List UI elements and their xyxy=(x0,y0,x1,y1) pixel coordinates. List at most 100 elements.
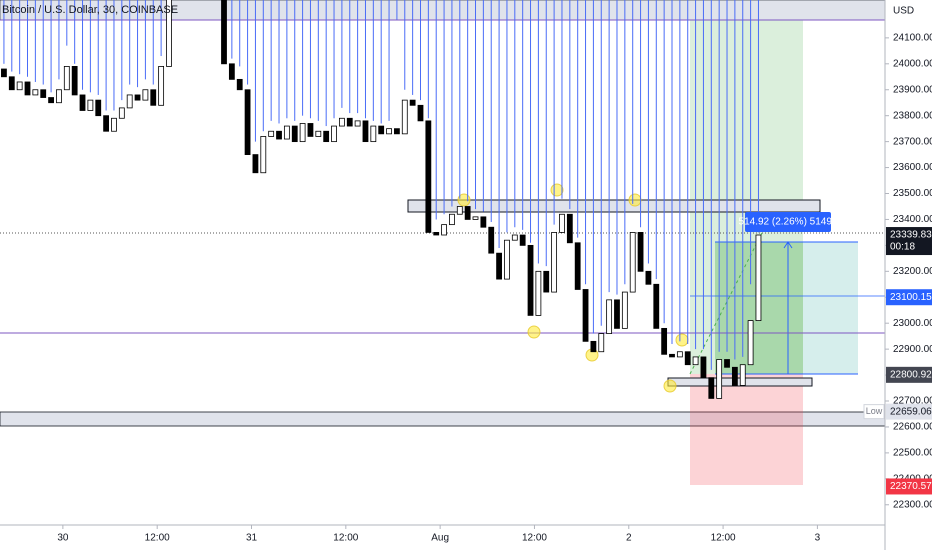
stop-zone xyxy=(690,374,803,485)
candle-body xyxy=(511,234,518,241)
candle-body xyxy=(24,81,31,96)
candle-body xyxy=(724,359,730,368)
candle-body xyxy=(71,66,78,96)
zone-resistance xyxy=(407,199,821,213)
candle-body xyxy=(331,125,337,143)
candle-body xyxy=(441,224,447,236)
candle-body xyxy=(708,377,715,399)
candle-body xyxy=(134,94,141,101)
candle-body xyxy=(645,270,652,285)
candle-body xyxy=(566,213,573,244)
y-tick-label: 22300.00 xyxy=(893,499,932,510)
drawings xyxy=(0,0,886,485)
last-price-marker xyxy=(886,227,932,256)
low-tag xyxy=(863,404,885,420)
candle-body xyxy=(244,89,251,155)
candle-body xyxy=(111,117,117,132)
price-marker xyxy=(886,289,932,306)
candle-body xyxy=(307,123,314,137)
candle-body xyxy=(590,340,597,353)
x-tick-label: 2 xyxy=(626,533,632,544)
x-tick-label: 12:00 xyxy=(145,533,170,544)
candle-body xyxy=(527,244,534,316)
arrow-head xyxy=(783,241,793,249)
candle-body xyxy=(142,89,149,101)
price-marker xyxy=(886,366,932,383)
countdown: 00:18 xyxy=(890,242,915,253)
candle-body xyxy=(684,351,691,366)
candle-body xyxy=(276,130,282,140)
measure-tooltip xyxy=(745,212,831,232)
candle-body xyxy=(433,232,440,236)
y-tick-label: 22700.00 xyxy=(893,396,932,407)
low-marker xyxy=(886,403,932,420)
y-tick-label: 23700.00 xyxy=(893,136,932,147)
y-tick-label: 22900.00 xyxy=(893,344,932,355)
y-tick-label: 23400.00 xyxy=(893,214,932,225)
x-tick-label: Aug xyxy=(431,533,449,544)
candle-body xyxy=(95,99,102,117)
candle-body xyxy=(362,120,369,143)
candle-body xyxy=(40,89,47,98)
swing-point xyxy=(628,193,642,207)
candle-body xyxy=(299,123,306,143)
candle-body xyxy=(480,216,487,228)
low-label: Low xyxy=(866,406,883,416)
swing-point xyxy=(457,193,471,207)
y-tick-label: 23600.00 xyxy=(893,162,932,173)
candle-body xyxy=(606,299,613,334)
x-tick-label: 31 xyxy=(246,533,258,544)
candle-body xyxy=(614,299,620,329)
profit-zone xyxy=(690,20,803,374)
currency: USD xyxy=(893,6,914,17)
last-price-label: 23339.83 xyxy=(890,230,932,241)
candle-body xyxy=(378,125,385,135)
candle-body xyxy=(417,104,424,122)
candle-body xyxy=(519,234,526,246)
y-tick-label: 24000.00 xyxy=(893,58,932,69)
swing-point xyxy=(675,333,689,347)
x-tick-label: 12:00 xyxy=(711,533,736,544)
candle-body xyxy=(252,154,259,174)
candle-body xyxy=(574,242,581,290)
price-marker-label: 22370.57 xyxy=(890,481,932,492)
candle-body xyxy=(63,66,70,91)
chart-title: Bitcoin / U.S. Dollar, 30, COINBASE xyxy=(2,4,178,16)
candle-body xyxy=(496,252,502,280)
price-marker-label: 22800.92 xyxy=(890,369,932,380)
y-tick-label: 22600.00 xyxy=(893,422,932,433)
candle-body xyxy=(409,99,416,106)
candle-body xyxy=(118,107,125,119)
price-marker-label: 23100.15 xyxy=(890,292,932,303)
candle-body xyxy=(260,136,267,174)
candle-body xyxy=(669,353,675,358)
candle-body xyxy=(56,89,62,104)
candle-body xyxy=(228,63,235,80)
x-tick-label: 3 xyxy=(815,533,821,544)
candle-body xyxy=(103,115,110,132)
axes: 22300.0022400.0022500.0022600.0022700.00… xyxy=(57,33,932,544)
candle-body xyxy=(291,125,298,143)
candle-body xyxy=(32,89,39,96)
candles xyxy=(1,0,762,399)
candle-body xyxy=(716,359,723,399)
candle-body xyxy=(386,128,392,135)
candle-body xyxy=(464,206,471,220)
candle-body xyxy=(488,226,495,254)
candle-body xyxy=(346,117,353,127)
low-value: 22659.06 xyxy=(890,406,932,417)
candle-body xyxy=(731,366,738,386)
candle-body xyxy=(637,232,644,272)
candle-body xyxy=(236,78,243,91)
y-tick-label: 23200.00 xyxy=(893,266,932,277)
candle-body xyxy=(449,213,455,226)
candle-body xyxy=(394,128,400,135)
candle-body xyxy=(692,356,699,366)
candle-body xyxy=(629,232,636,293)
trade-line xyxy=(689,232,763,375)
candle-body xyxy=(582,289,589,342)
x-tick-label: 12:00 xyxy=(333,533,358,544)
y-tick-label: 22500.00 xyxy=(893,448,932,459)
candle-body xyxy=(150,89,157,106)
